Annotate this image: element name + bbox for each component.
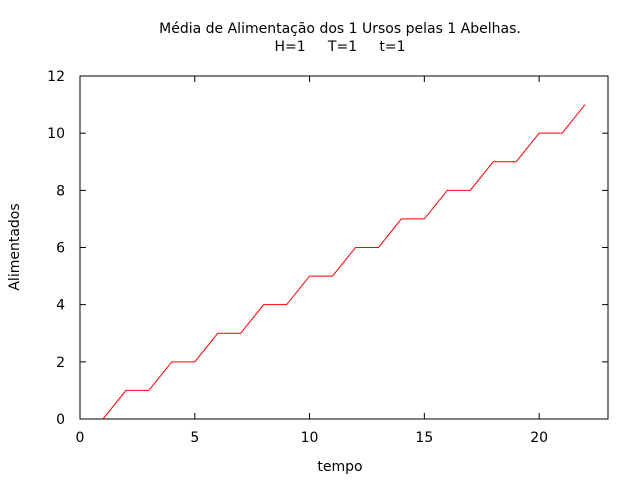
x-tick-label: 5 bbox=[190, 430, 199, 446]
plot-frame bbox=[79, 75, 609, 420]
y-tick-label: 2 bbox=[56, 355, 65, 371]
x-tick-label: 20 bbox=[530, 430, 548, 446]
y-tick-label: 6 bbox=[56, 241, 65, 257]
y-tick-label: 12 bbox=[47, 69, 65, 85]
chart-title-line-2: H=1 T=1 t=1 bbox=[275, 39, 406, 55]
series-layer bbox=[102, 104, 586, 420]
x-axis-label: tempo bbox=[317, 459, 362, 475]
y-tick-label: 10 bbox=[47, 126, 65, 142]
x-tick-label: 10 bbox=[301, 430, 319, 446]
y-axis-ticks: 0 2 4 6 8 10 12 bbox=[47, 69, 608, 428]
y-axis-label: Alimentados bbox=[7, 203, 23, 290]
x-tick-label: 15 bbox=[415, 430, 433, 446]
y-tick-label: 8 bbox=[56, 183, 65, 199]
x-tick-label: 0 bbox=[76, 430, 85, 446]
chart-title-line-1: Média de Alimentação dos 1 Ursos pelas 1… bbox=[159, 21, 521, 37]
y-tick-label: 0 bbox=[56, 412, 65, 428]
series-line-1 bbox=[102, 104, 586, 420]
x-axis-ticks: 0 5 10 15 20 bbox=[76, 76, 548, 446]
y-tick-label: 4 bbox=[56, 298, 65, 314]
chart-title: Média de Alimentação dos 1 Ursos pelas 1… bbox=[159, 21, 521, 55]
